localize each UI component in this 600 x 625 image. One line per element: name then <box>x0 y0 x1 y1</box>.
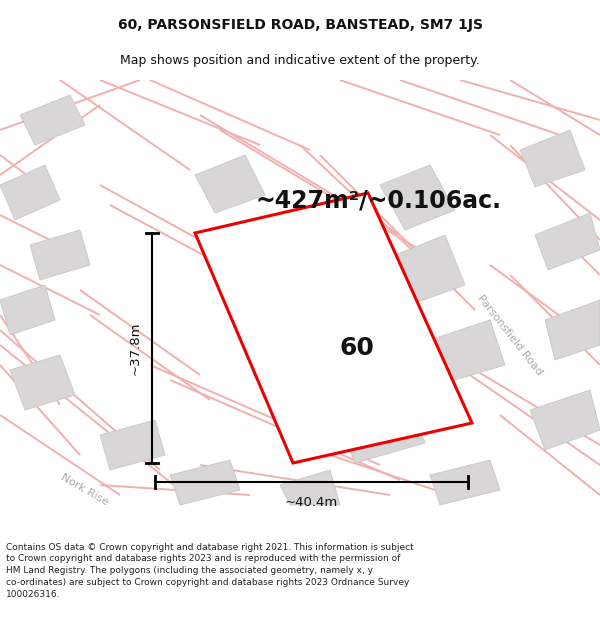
Polygon shape <box>30 230 90 280</box>
Polygon shape <box>20 95 85 145</box>
Polygon shape <box>195 155 265 213</box>
Text: Parsonsfield Road: Parsonsfield Road <box>476 293 544 377</box>
Text: Nork Rise: Nork Rise <box>59 472 110 508</box>
Polygon shape <box>380 165 455 230</box>
Text: ~40.4m: ~40.4m <box>285 496 338 509</box>
Polygon shape <box>340 405 425 463</box>
Polygon shape <box>430 460 500 505</box>
Text: 60: 60 <box>340 336 374 360</box>
Polygon shape <box>280 470 340 505</box>
Polygon shape <box>430 320 505 383</box>
Polygon shape <box>0 165 60 220</box>
Text: ~427m²/~0.106ac.: ~427m²/~0.106ac. <box>255 188 501 212</box>
Polygon shape <box>240 250 315 313</box>
Polygon shape <box>195 193 472 463</box>
Text: ~37.8m: ~37.8m <box>129 321 142 375</box>
Polygon shape <box>530 390 600 450</box>
Polygon shape <box>170 460 240 505</box>
Text: Map shows position and indicative extent of the property.: Map shows position and indicative extent… <box>120 54 480 68</box>
Polygon shape <box>290 325 370 393</box>
Polygon shape <box>10 355 75 410</box>
Polygon shape <box>545 300 600 360</box>
Polygon shape <box>520 130 585 187</box>
Polygon shape <box>535 213 600 270</box>
Text: 60, PARSONSFIELD ROAD, BANSTEAD, SM7 1JS: 60, PARSONSFIELD ROAD, BANSTEAD, SM7 1JS <box>118 18 482 32</box>
Text: Contains OS data © Crown copyright and database right 2021. This information is : Contains OS data © Crown copyright and d… <box>6 542 414 599</box>
Polygon shape <box>395 235 465 303</box>
Polygon shape <box>0 285 55 335</box>
Polygon shape <box>100 420 165 470</box>
